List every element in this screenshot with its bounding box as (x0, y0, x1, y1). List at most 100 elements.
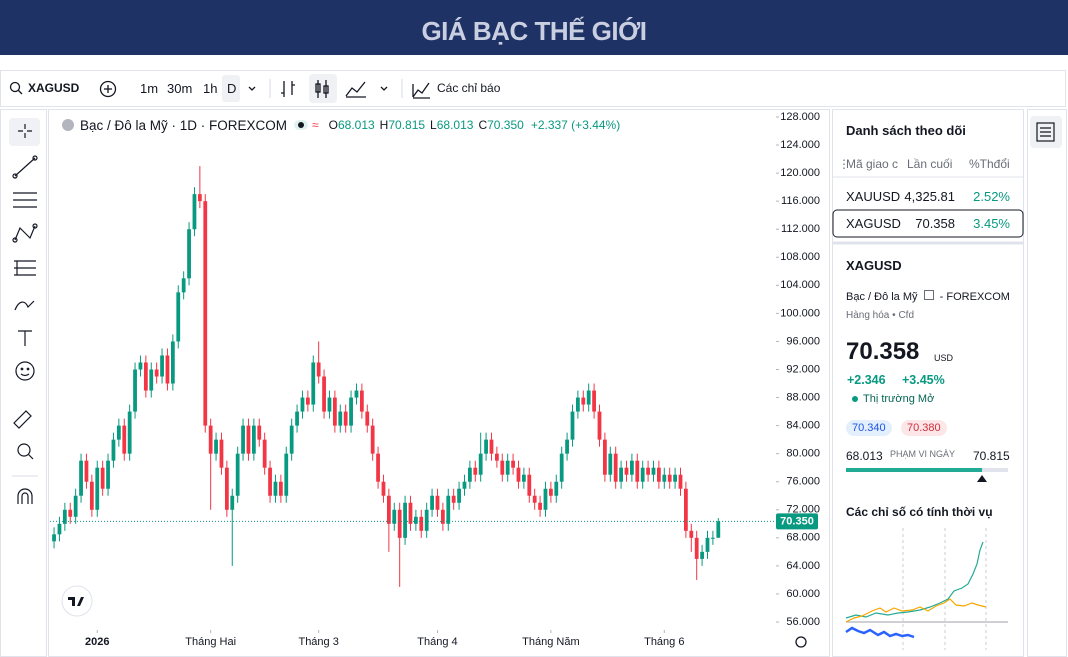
candle-body (419, 516, 424, 531)
candle-body (354, 390, 359, 398)
symbol-icon (62, 119, 74, 131)
candle-body (548, 488, 553, 496)
tool-icons (9, 118, 40, 504)
settings-icon[interactable] (795, 636, 807, 648)
toolbar (0, 70, 1066, 107)
x-tick-label: 2026 (85, 636, 109, 648)
candle-body (494, 453, 499, 461)
candle-body (430, 495, 434, 510)
detail-change-pct: +3.45% (902, 373, 945, 387)
x-tick-label: Tháng Hai (185, 636, 236, 648)
candle-body (89, 481, 94, 510)
row-change: 2.52% (973, 189, 1010, 204)
candle-body (349, 397, 353, 426)
candle-body (127, 411, 132, 454)
row-symbol: XAGUSD (846, 216, 901, 231)
candle-body (478, 453, 483, 475)
legend-value: 70.815 (388, 118, 426, 132)
status-dot (852, 396, 858, 402)
watchlist-row[interactable]: XAUUSD 4,325.81 2.52% (846, 189, 1010, 204)
candle-body (446, 495, 451, 524)
symbol[interactable]: XAGUSD (28, 81, 80, 95)
candle-body (160, 355, 164, 377)
external-link[interactable] (923, 290, 934, 300)
range-high: 70.815 (973, 449, 1010, 463)
range-label: PHẠM VI NGÀY (890, 449, 956, 459)
candle-body (73, 495, 78, 517)
interval[interactable]: D (227, 81, 237, 96)
candle-body (181, 278, 186, 293)
y-tick-label: 84.000 (786, 420, 820, 432)
candle-body (624, 467, 629, 475)
candle-body (397, 509, 402, 538)
candle-body (278, 481, 283, 496)
candle-body (440, 509, 445, 524)
candle-body (68, 509, 73, 517)
candle-body (570, 411, 575, 440)
status-badge (294, 120, 309, 130)
candle-body (289, 425, 294, 454)
candle-body (451, 495, 456, 503)
candle-body (413, 516, 418, 524)
candle-body (527, 474, 532, 496)
y-tick-label: 56.000 (786, 616, 820, 628)
y-tick-label: 76.000 (786, 476, 820, 488)
detail-price: 70.358 (846, 338, 920, 365)
interval[interactable]: 1m (140, 81, 159, 96)
y-tick-label: 88.000 (786, 391, 820, 403)
candle-body (370, 425, 375, 454)
candle-body (602, 439, 607, 475)
candle-body (619, 467, 623, 482)
column-header[interactable]: Mã giao c (846, 157, 899, 171)
interval[interactable]: 1h (203, 81, 218, 96)
x-tick-label: Tháng 3 (298, 636, 338, 648)
legend-value: 68.013 (436, 118, 474, 132)
candle-body (192, 194, 197, 230)
candle-body (305, 397, 310, 405)
indicators-button[interactable]: Các chỉ báo (437, 81, 501, 95)
range-marker (977, 475, 987, 482)
candle-body (559, 453, 564, 482)
candle-body (246, 425, 251, 454)
candle-body (392, 509, 397, 524)
candle-body (224, 467, 229, 510)
candle-body (262, 439, 267, 468)
column-header[interactable]: Lần cuối (907, 157, 953, 171)
interval[interactable]: 30m (167, 81, 193, 96)
detail-category: Hàng hóa (846, 310, 890, 321)
y-tick-label: 112.000 (781, 223, 820, 235)
y-tick-label: 96.000 (786, 335, 820, 347)
selected-row[interactable] (832, 209, 1024, 238)
candle-body (79, 460, 83, 496)
candle-body (689, 530, 694, 538)
y-tick-label: 92.000 (786, 363, 820, 375)
candle-body (100, 467, 105, 489)
drag-handle: ⋮ (838, 157, 850, 171)
candle-body (338, 411, 343, 426)
row-symbol: XAUUSD (846, 189, 901, 204)
row-last: 4,325.81 (904, 189, 955, 204)
candle-body (311, 362, 316, 405)
candle-body (122, 425, 127, 454)
candle-body (408, 502, 413, 524)
candle-body (424, 509, 429, 531)
candle-body (630, 460, 634, 475)
candle-body (316, 362, 321, 377)
candle-body (359, 390, 364, 412)
watchlist-row[interactable]: XAGUSD 70.358 3.45% (846, 216, 1010, 231)
candle-body (462, 481, 467, 489)
candle-body (143, 362, 148, 391)
candle-body (435, 495, 440, 510)
candle-body (376, 453, 380, 482)
candle-body (343, 411, 348, 426)
bid-chip: 70.340 (846, 420, 892, 436)
range-low: 68.013 (846, 449, 883, 463)
candle-body (230, 495, 235, 510)
candle-body (327, 397, 332, 412)
candle-body (554, 481, 559, 496)
column-header[interactable]: %Thđổi (969, 157, 1010, 171)
candle-body (322, 376, 326, 412)
detail-exchange: FOREXCOM (946, 291, 1010, 303)
candle-body (473, 467, 478, 475)
